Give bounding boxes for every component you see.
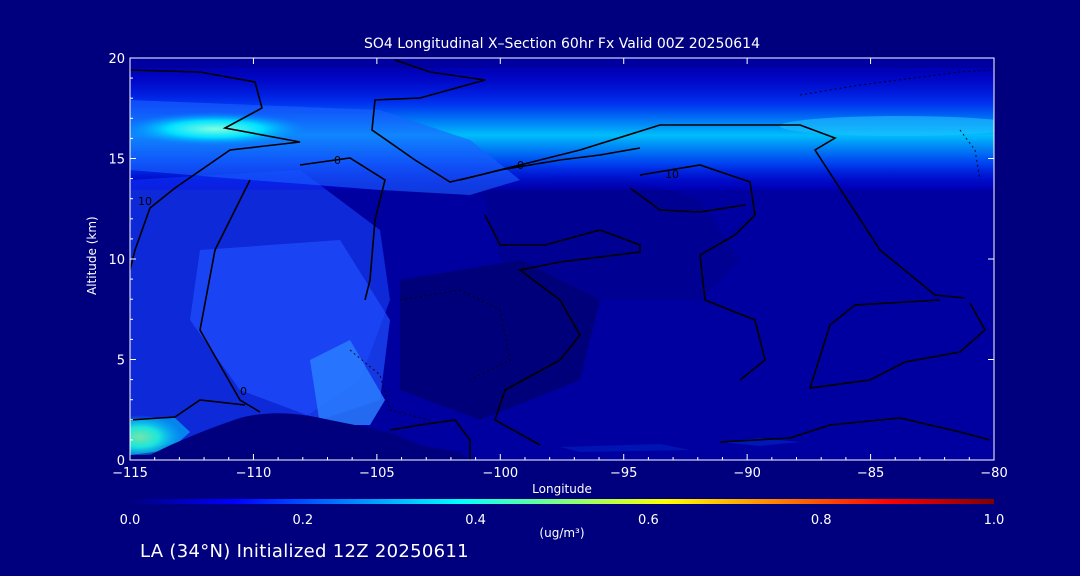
y-tick-label: 10 [108,253,125,268]
colorbar [130,499,994,504]
initialization-caption: LA (34°N) Initialized 12Z 20250611 [140,541,469,562]
x-axis-label: Longitude [532,482,592,496]
y-tick-label: 5 [117,354,125,369]
x-tick-label: −100 [482,466,518,481]
contour-lines-dashed [349,69,991,421]
y-tick-label: 15 [108,153,125,168]
x-tick-label: −110 [236,466,272,481]
x-tick-label: −85 [857,466,884,481]
chart-title: SO4 Longitudinal X–Section 60hr Fx Valid… [364,36,760,52]
colorbar-ticks: 0.0 0.2 0.4 0.6 0.8 1.0 [120,513,1005,528]
contour-label: 0 [334,154,341,167]
x-tick-label: −80 [980,466,1007,481]
colorbar-tick-label: 0.0 [120,513,141,528]
x-tick-label: −90 [733,466,760,481]
x-tick-label: −115 [112,466,148,481]
y-axis-label: Altitude (km) [85,216,99,295]
colorbar-tick-label: 0.8 [811,513,832,528]
colorbar-tick-label: 0.2 [292,513,313,528]
x-tick-label: −95 [610,466,637,481]
colorbar-tick-label: 0.6 [638,513,659,528]
colorbar-tick-label: 0.4 [465,513,486,528]
y-axis: 0 5 10 15 20 [108,52,994,469]
contour-label: 10 [138,195,152,208]
heatmap-field: 0 0 10 10 0 [130,58,994,460]
contour-label: 10 [665,168,679,181]
contour-label: 0 [240,385,247,398]
contour-label: 0 [517,159,524,172]
x-axis: −115 −110 −105 −100 −95 −90 −85 −80 [112,58,1008,481]
y-tick-label: 20 [108,52,125,67]
colorbar-label: (ug/m³) [539,526,585,540]
x-tick-label: −105 [359,466,395,481]
colorbar-tick-label: 1.0 [984,513,1005,528]
y-tick-label: 0 [117,454,125,469]
contour-lines [130,59,991,460]
